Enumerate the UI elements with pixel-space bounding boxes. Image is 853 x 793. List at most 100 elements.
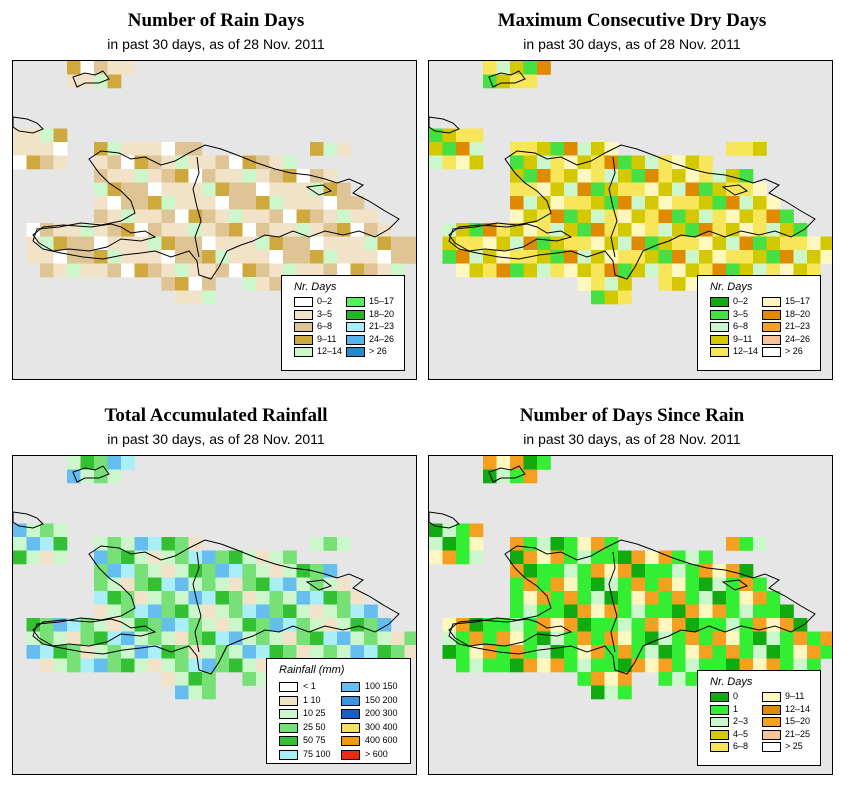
grid-cell [175,182,189,197]
grid-cell [699,577,713,592]
grid-cell [229,604,243,619]
legend-swatch [279,749,298,760]
grid-cell [658,277,673,291]
legend-label: 6–8 [733,321,749,331]
grid-cell [134,550,149,565]
grid-cell [26,537,41,551]
grid-cell [793,263,808,278]
grid-cell [202,672,216,686]
grid-cell [296,209,311,224]
grid-cell [550,196,565,210]
grid-cell [820,236,832,251]
grid-cell [202,550,216,565]
grid-cell [26,250,41,264]
grid-cell [229,658,243,673]
grid-cell [175,604,189,619]
grid-cell [175,290,189,305]
grid-cell [94,537,108,551]
grid-cell [94,591,108,605]
grid-cell [53,523,68,538]
grid-cell [604,182,619,197]
grid-cell [188,209,203,224]
grid-cell [256,263,270,278]
grid-cell [175,591,189,605]
coast-path [72,70,110,88]
grid-cell [364,209,378,224]
grid-cell [202,169,216,183]
grid-cell [377,263,392,278]
legend-label: 21–25 [785,728,811,739]
grid-cell [658,645,673,659]
grid-cell [523,74,538,89]
legend-label: 21–23 [785,321,811,331]
grid-cell [53,631,68,646]
grid-cell [161,263,176,278]
grid-cell [26,223,41,237]
legend-label: 9–11 [785,691,805,701]
grid-cell [215,182,230,197]
grid-cell [242,263,257,278]
grid-cell [134,236,149,251]
grid-cell [699,591,713,605]
grid-cell [753,236,767,251]
grid-cell [310,564,324,578]
grid-cell [121,142,135,156]
grid-cells [13,61,416,305]
grid-cell [793,250,808,264]
grid-cell [523,142,538,156]
grid-cell [739,223,754,237]
legend-swatch [346,309,365,320]
grid-cell [175,658,189,673]
grid-cell [121,591,135,605]
grid-cell [188,645,203,659]
legend-swatch [710,704,729,715]
grid-cell [188,672,203,686]
grid-cell [753,182,767,197]
grid-cell [658,182,673,197]
grid-cell [658,672,673,686]
grid-cell [337,631,351,646]
grid-cell [766,209,781,224]
grid-cell [256,645,270,659]
grid-cell [685,604,700,619]
grid-cell [766,591,781,605]
grid-cell [242,236,257,251]
grid-cell [780,604,794,619]
grid-cell [134,618,149,632]
grid-cell [323,263,338,278]
grid-cell [404,250,416,264]
grid-cell [337,142,351,156]
grid-cell [256,564,270,578]
grid-cell [469,550,484,565]
grid-cell [202,591,216,605]
grid-cell [134,182,149,197]
grid-cell [577,196,592,210]
grid-cell [726,564,740,578]
grid-cell [523,604,538,619]
grid-cell [726,591,740,605]
grid-cell [456,142,470,156]
grid-cell [699,209,713,224]
grid-cell [604,564,619,578]
grid-cell [188,537,203,551]
grid-cell [364,631,378,646]
grid-cell [564,645,578,659]
grid-cell [350,631,365,646]
map-canvas [429,456,832,700]
grid-cell [658,250,673,264]
grid-cell [350,223,365,237]
grid-cell [672,196,686,210]
grid-cell [550,591,565,605]
legend-label: 15–17 [785,296,811,306]
grid-cell [591,290,605,305]
grid-cell [604,537,619,551]
grid-cell [604,604,619,619]
grid-cell [496,223,511,237]
grid-cell [483,74,497,89]
grid-cell [753,223,767,237]
grid-cell [712,196,727,210]
grid-cell [269,169,284,183]
grid-cell [739,142,754,156]
grid-cell [658,209,673,224]
grid-cell [780,263,794,278]
